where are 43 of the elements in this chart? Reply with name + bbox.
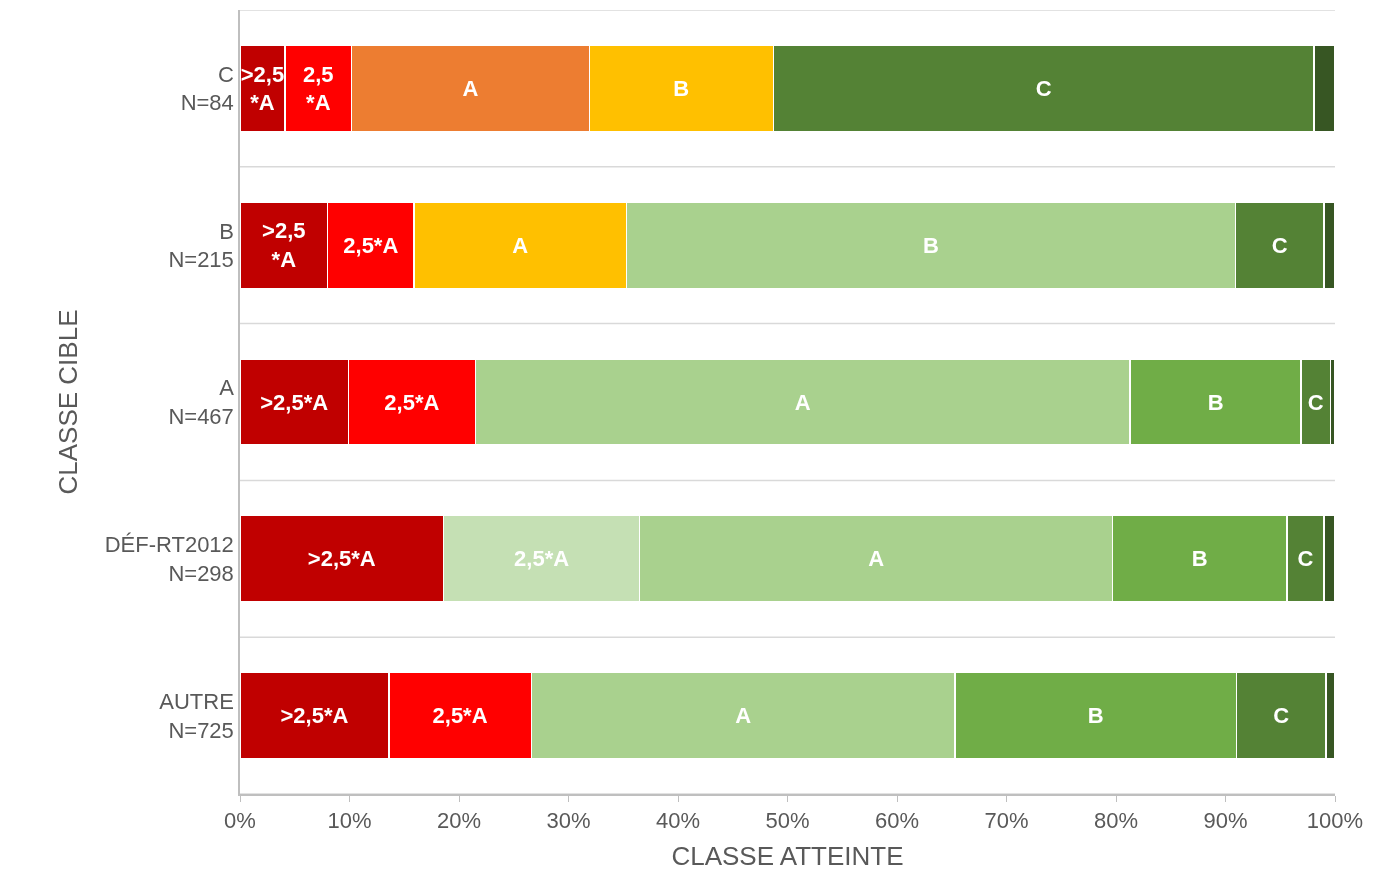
x-tick-label: 80% <box>1093 808 1139 834</box>
text: A <box>735 703 752 729</box>
text: C <box>1035 75 1052 101</box>
x-tick-label: 90% <box>1203 808 1248 834</box>
y-tick-label: A N=467 <box>168 375 235 429</box>
text: >2,5*A <box>260 389 329 415</box>
series-label: A <box>512 232 529 258</box>
text: B <box>1087 703 1104 729</box>
x-tick-label: 70% <box>984 808 1029 834</box>
x-tick-label: 60% <box>874 808 920 834</box>
text: C <box>1273 703 1290 729</box>
text: C <box>1297 546 1314 572</box>
x-tick-label: 30% <box>546 808 591 834</box>
x-tick-label: 40% <box>655 808 701 834</box>
text: B <box>1207 389 1224 415</box>
y-tick-label: B N=215 <box>168 218 234 273</box>
text: >2,5*A <box>262 218 306 272</box>
text: C <box>1271 232 1288 258</box>
text: 2,5*A <box>514 546 570 572</box>
text: 2,5*A <box>303 61 334 116</box>
text: 2,5*A <box>384 389 440 415</box>
series-label: C <box>1307 389 1324 415</box>
x-axis-title: CLASSE ATTEINTE <box>671 841 904 872</box>
series-label: >2,5*A <box>240 61 285 116</box>
y-tick-label: AUTRE N=725 <box>159 689 234 743</box>
text: 2,5*A <box>432 703 488 729</box>
y-tick-label: C N=84 <box>180 61 234 116</box>
y-axis-title: CLASSE CIBLE <box>52 309 83 495</box>
text: B <box>1191 546 1208 572</box>
x-tick-label: 50% <box>765 808 810 834</box>
series-label: 2,5*A <box>343 232 399 258</box>
text: A <box>462 75 479 101</box>
text: A <box>794 389 811 415</box>
x-tick-label: 100% <box>1306 808 1364 834</box>
x-tick-label: 10% <box>327 808 372 834</box>
x-tick-label: 20% <box>436 808 482 834</box>
x-tick-label: 0% <box>224 808 256 834</box>
text: B <box>673 75 690 101</box>
text: >2,5*A <box>307 546 376 572</box>
text: >2,5*A <box>280 703 349 729</box>
series-label: B <box>923 232 939 258</box>
y-tick-label: DÉF-RT2012 N=298 <box>104 532 234 586</box>
text: A <box>868 546 885 572</box>
